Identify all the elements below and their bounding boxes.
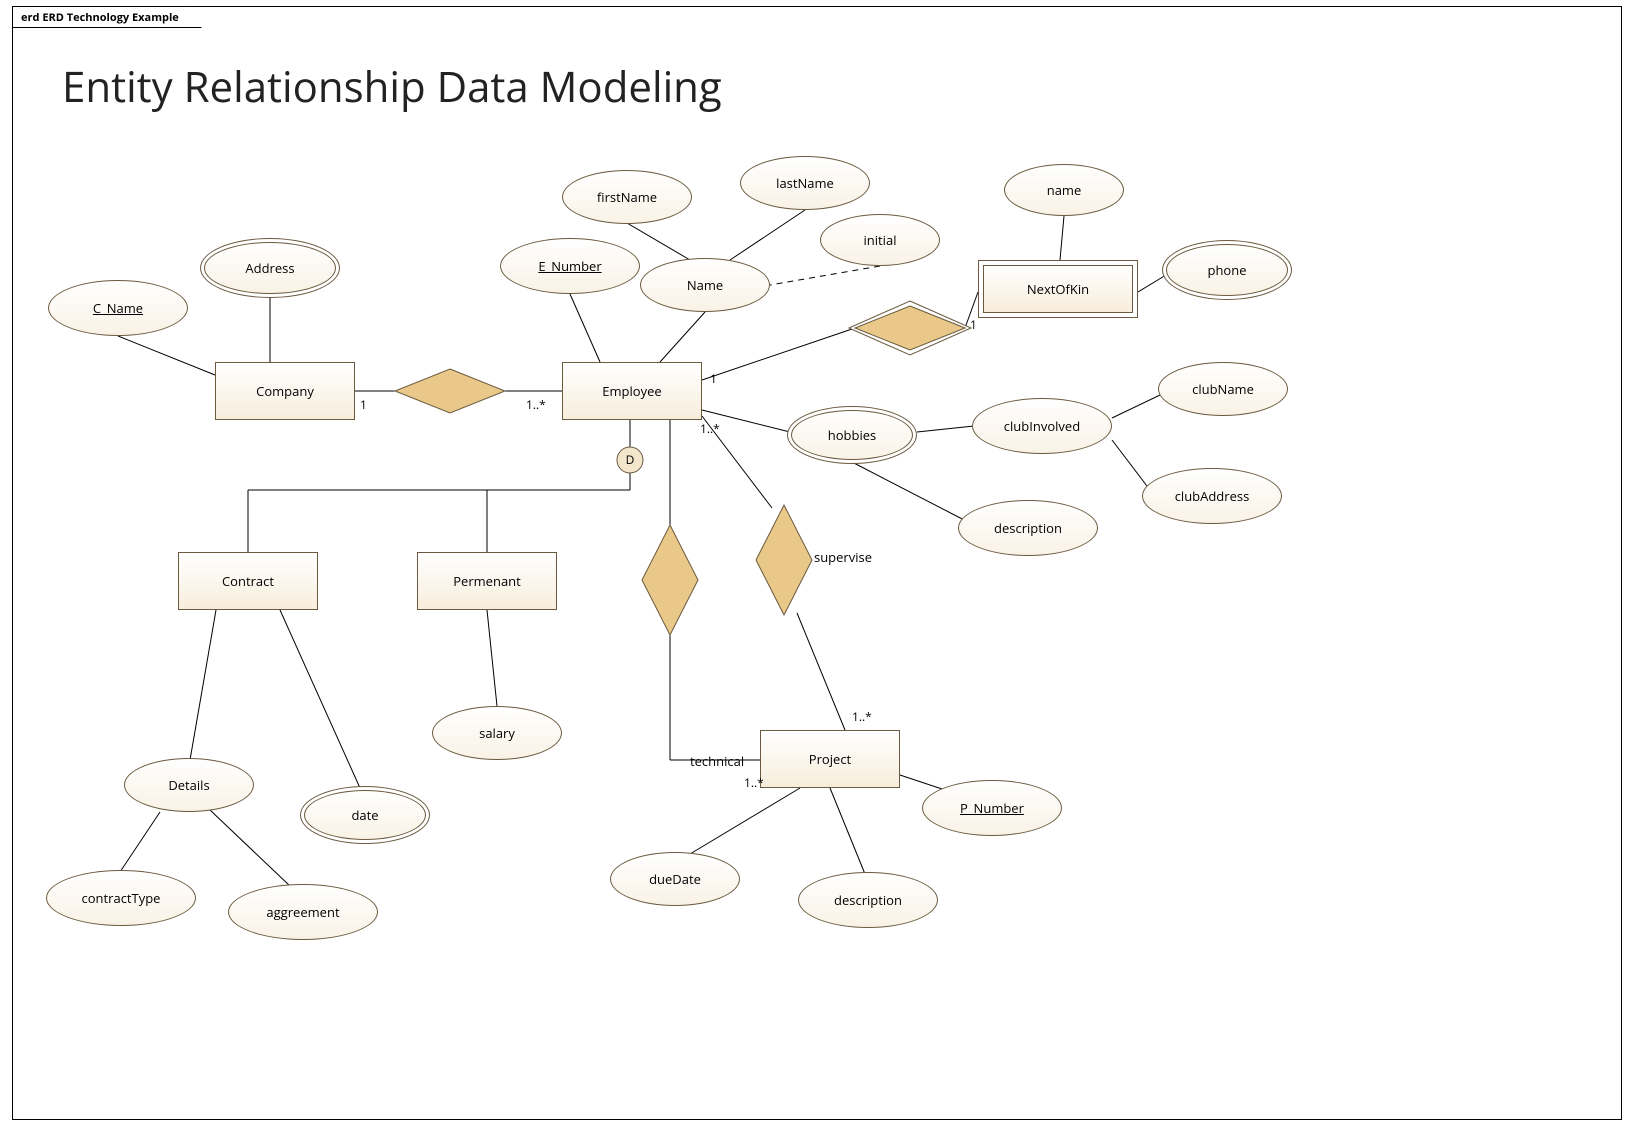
node-label: E_Number [538,257,601,275]
node-initial[interactable]: initial [820,214,940,266]
cardinality-label: 1..* [700,420,720,437]
node-label: NextOfKin [1027,280,1089,298]
node-label: contractType [82,889,161,907]
node-employee[interactable]: Employee [562,362,702,420]
node-hob_desc[interactable]: description [958,500,1098,556]
node-name_comp[interactable]: Name [640,258,770,312]
node-nok_phone[interactable]: phone [1162,240,1292,300]
node-label: date [351,806,378,824]
node-label: C_Name [93,299,143,317]
node-label: description [834,891,902,909]
node-contract[interactable]: Contract [178,552,318,610]
node-label: salary [479,724,515,742]
node-label: Company [256,382,314,400]
node-company[interactable]: Company [215,362,355,420]
cardinality-label: 1 [710,370,717,387]
node-aggreement[interactable]: aggreement [228,884,378,940]
node-label: lastName [776,174,834,192]
cardinality-label: 1..* [744,774,764,791]
node-label: clubName [1192,380,1254,398]
edge-label: supervise [814,548,872,566]
node-c_name[interactable]: C_Name [48,280,188,336]
node-e_number[interactable]: E_Number [500,238,640,294]
node-lastname[interactable]: lastName [740,156,870,210]
node-label: name [1047,181,1082,199]
node-label: Project [809,750,851,768]
node-label: P_Number [960,799,1024,817]
node-label: dueDate [649,870,701,888]
node-label: Name [687,276,723,294]
node-label: Address [245,259,294,277]
node-label: clubInvolved [1004,417,1080,435]
node-label: hobbies [828,426,876,444]
node-proj_desc[interactable]: description [798,872,938,928]
cardinality-label: 1 [360,396,367,413]
node-clubname[interactable]: clubName [1158,362,1288,416]
node-date[interactable]: date [300,786,430,844]
node-nok_name[interactable]: name [1004,164,1124,216]
node-firstname[interactable]: firstName [562,170,692,224]
erd-canvas: D erd ERD Technology ExampleEntity Relat… [0,0,1635,1132]
edge-label: technical [690,752,744,770]
cardinality-label: 1..* [852,708,872,725]
node-permenant[interactable]: Permenant [417,552,557,610]
node-duedate[interactable]: dueDate [610,852,740,906]
node-hobbies[interactable]: hobbies [787,406,917,464]
node-label: Employee [602,382,661,400]
node-details[interactable]: Details [124,758,254,812]
node-project[interactable]: Project [760,730,900,788]
cardinality-label: 1 [970,316,977,333]
node-nextofkin[interactable]: NextOfKin [978,260,1138,318]
node-label: initial [864,231,897,249]
node-label: firstName [597,188,657,206]
frame-tab: erd ERD Technology Example [12,6,202,28]
node-label: phone [1207,261,1246,279]
node-address[interactable]: Address [200,238,340,298]
node-label: clubAddress [1175,487,1250,505]
node-label: Details [168,776,209,794]
diagram-title: Entity Relationship Data Modeling [62,58,722,115]
node-p_number[interactable]: P_Number [922,780,1062,836]
node-clubinvolved[interactable]: clubInvolved [972,398,1112,454]
node-clubaddress[interactable]: clubAddress [1142,468,1282,524]
node-salary[interactable]: salary [432,706,562,760]
node-label: Contract [222,572,274,590]
node-label: Permenant [453,572,521,590]
node-contracttype[interactable]: contractType [46,870,196,926]
cardinality-label: 1..* [526,396,546,413]
node-label: aggreement [266,903,339,921]
node-label: description [994,519,1062,537]
